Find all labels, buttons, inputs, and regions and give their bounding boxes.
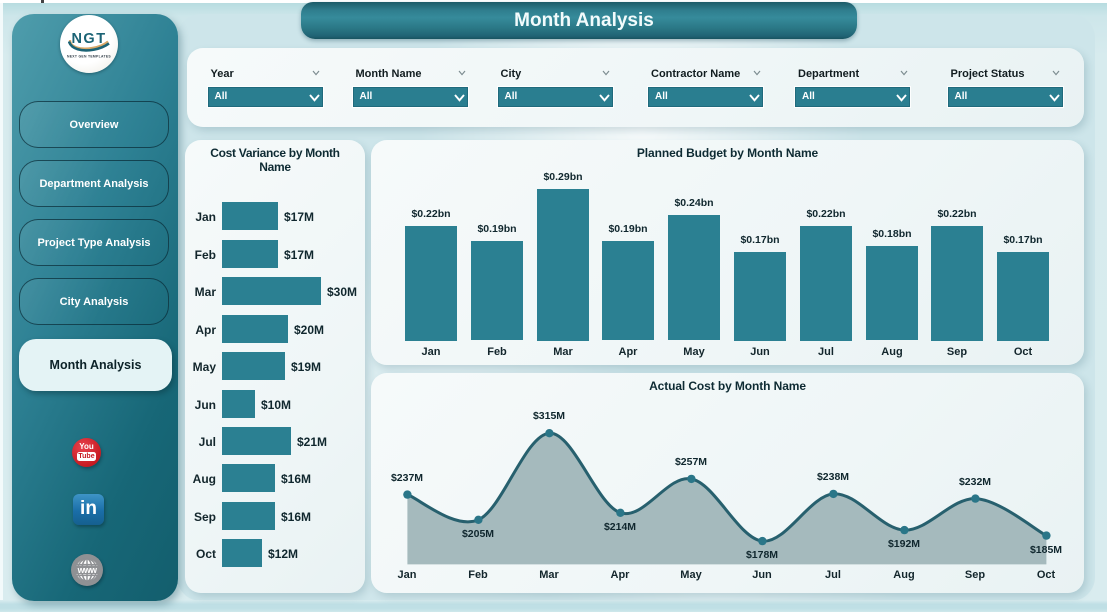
svg-text:www: www — [77, 565, 97, 575]
